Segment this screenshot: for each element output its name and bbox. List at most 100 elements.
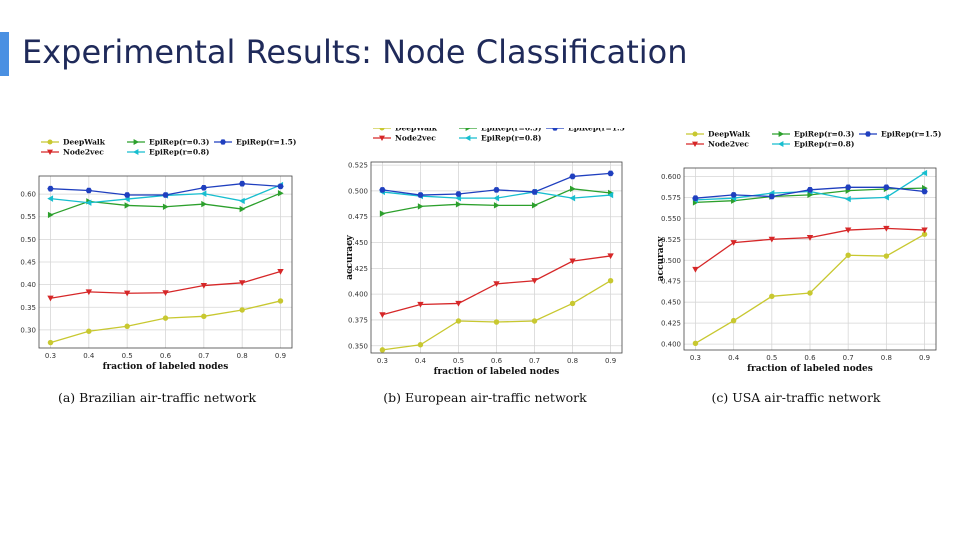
chart-b-ytick-label: 0.450 (348, 239, 368, 247)
chart-c-data-point (921, 231, 928, 237)
chart-b-svg: 0.350 0.375 0.400 0.425 0.450 0.475 0.500 0.525… (345, 128, 625, 377)
chart-c-xtick-label: 0.3 (690, 354, 701, 362)
chart-a-svg: 0.30 0.35 0.40 0.45 0.50 0.55 0.60 0.3 0.4 0.5 0.6… (20, 138, 296, 372)
chart-b-data-point (379, 210, 386, 217)
chart-b-data-point (493, 281, 500, 288)
chart-a-data-point (277, 268, 284, 275)
chart-b-legend-label: EpiRep(r=0.3) (481, 128, 541, 133)
chart-b-data-point (531, 318, 538, 324)
chart-c-data-point (807, 290, 813, 296)
chart-b-data-point (379, 312, 386, 318)
chart-a-data-point (200, 190, 207, 197)
chart-c-data-point (692, 195, 699, 201)
chart-a-data-point (277, 298, 284, 304)
chart-c-data-point (845, 252, 851, 258)
chart-a-legend-label: Node2vec (63, 148, 104, 157)
chart-a-data-point (47, 339, 54, 346)
chart-b-xtick-label: 0.7 (529, 357, 540, 365)
chart-c-legend-label: EpiRep(r=0.3) (794, 130, 854, 139)
chart-c-svg: 0.400 0.425 0.450 0.475 0.500 0.525 0.550 0.575… (656, 130, 941, 374)
chart-a-xtick-label: 0.5 (122, 352, 133, 360)
chart-a-data-point (124, 323, 130, 329)
chart-c-legend-marker (778, 131, 784, 137)
chart-c-legend-marker (692, 141, 698, 147)
chart-c-xtick-label: 0.8 (881, 354, 892, 362)
chart-c-data-point (768, 236, 776, 243)
chart-b-ytick-label: 0.500 (348, 187, 368, 195)
chart-b-ytick-label: 0.425 (348, 265, 368, 273)
chart-b-data-point (455, 318, 462, 324)
chart-a-ytick-label: 0.55 (20, 213, 36, 221)
chart-b-xtick-label: 0.8 (567, 357, 578, 365)
chart-c-ytick-label: 0.575 (661, 194, 681, 202)
chart-c-xtick-label: 0.7 (843, 354, 854, 362)
chart-b-legend-marker (379, 128, 385, 131)
chart-c-data-point (730, 317, 737, 324)
chart-c-ytick-label: 0.500 (661, 257, 681, 265)
slide-title: Experimental Results: Node Classificatio… (22, 33, 688, 71)
chart-b-data-point (417, 301, 424, 308)
chart-b-data-point (531, 189, 538, 195)
chart-c-data-point (692, 266, 699, 273)
chart-b-data-point (607, 278, 614, 284)
chart-b-xtick-label: 0.5 (453, 357, 464, 365)
chart-a-data-point (238, 280, 246, 287)
chart-a-data-point (277, 183, 284, 190)
chart-c-ytick-label: 0.550 (661, 215, 681, 223)
chart-c-legend-marker (865, 131, 871, 137)
chart-b-legend-label: EpiRep(r=0.8) (481, 134, 541, 143)
chart-b-data-point (570, 185, 576, 193)
chart-c-data-point (921, 169, 928, 177)
chart-a-data-point (200, 282, 208, 289)
chart-a-data-point (47, 211, 54, 219)
chart-b-data-point (455, 191, 462, 197)
chart-b-data-point (569, 194, 576, 202)
chart-b-ytick-label: 0.525 (348, 162, 368, 170)
chart-a-xtick-label: 0.6 (160, 352, 172, 360)
chart-b-xlabel: fraction of labeled nodes (434, 367, 560, 377)
chart-c-ytick-label: 0.525 (661, 236, 681, 244)
chart-b-xtick-label: 0.4 (415, 357, 427, 365)
chart-a-data-point (239, 205, 246, 213)
chart-a-legend-marker (47, 149, 53, 155)
chart-b-data-point (417, 192, 424, 198)
chart-c-caption: (c) USA air-traffic network (711, 390, 881, 405)
chart-a-data-point (47, 295, 54, 302)
chart-c-data-point (921, 227, 928, 234)
chart-b-data-point (493, 194, 500, 202)
chart-c-data-point (730, 192, 737, 198)
chart-c-data-point (883, 194, 889, 201)
chart-b-data-point (379, 187, 386, 193)
chart-c-data-point (883, 225, 890, 232)
chart-b-data-point (569, 173, 576, 180)
chart-a-data-point (238, 197, 245, 205)
chart-a-data-point (201, 200, 208, 208)
chart-a-legend-label: EpiRep(r=1.5) (236, 138, 296, 147)
chart-b-legend-label: DeepWalk (395, 128, 438, 133)
chart-a-plot-frame (38, 175, 293, 349)
chart-a-legend-marker (47, 139, 53, 145)
chart-a-legend-label: DeepWalk (63, 138, 106, 147)
chart-a-data-point (47, 195, 54, 202)
chart-b-data-point (417, 203, 424, 210)
chart-a-ytick-label: 0.45 (20, 259, 36, 267)
chart-c-ytick-label: 0.425 (661, 320, 681, 328)
chart-a-legend-marker (220, 139, 226, 145)
chart-a-data-point (47, 185, 54, 192)
chart-c-xlabel: fraction of labeled nodes (747, 364, 873, 374)
chart-b-legend-marker (465, 128, 471, 131)
chart-b-data-point (531, 278, 538, 284)
chart-c-data-point (768, 193, 776, 200)
chart-b-data-point (455, 300, 462, 307)
chart-a-data-point (162, 290, 169, 296)
chart-a-ytick-label: 0.40 (20, 281, 36, 289)
chart-a-data-point (85, 199, 92, 206)
chart-b-data-point (493, 319, 500, 325)
chart-a-ytick-label: 0.30 (20, 326, 36, 334)
chart-b-ytick-label: 0.350 (348, 342, 368, 350)
chart-b-data-point (607, 170, 614, 177)
chart-b-ytick-label: 0.375 (348, 316, 368, 324)
chart-b-ytick-label: 0.400 (348, 291, 368, 299)
chart-a-legend-marker (133, 149, 139, 155)
chart-a-legend-label: EpiRep(r=0.8) (149, 148, 209, 157)
